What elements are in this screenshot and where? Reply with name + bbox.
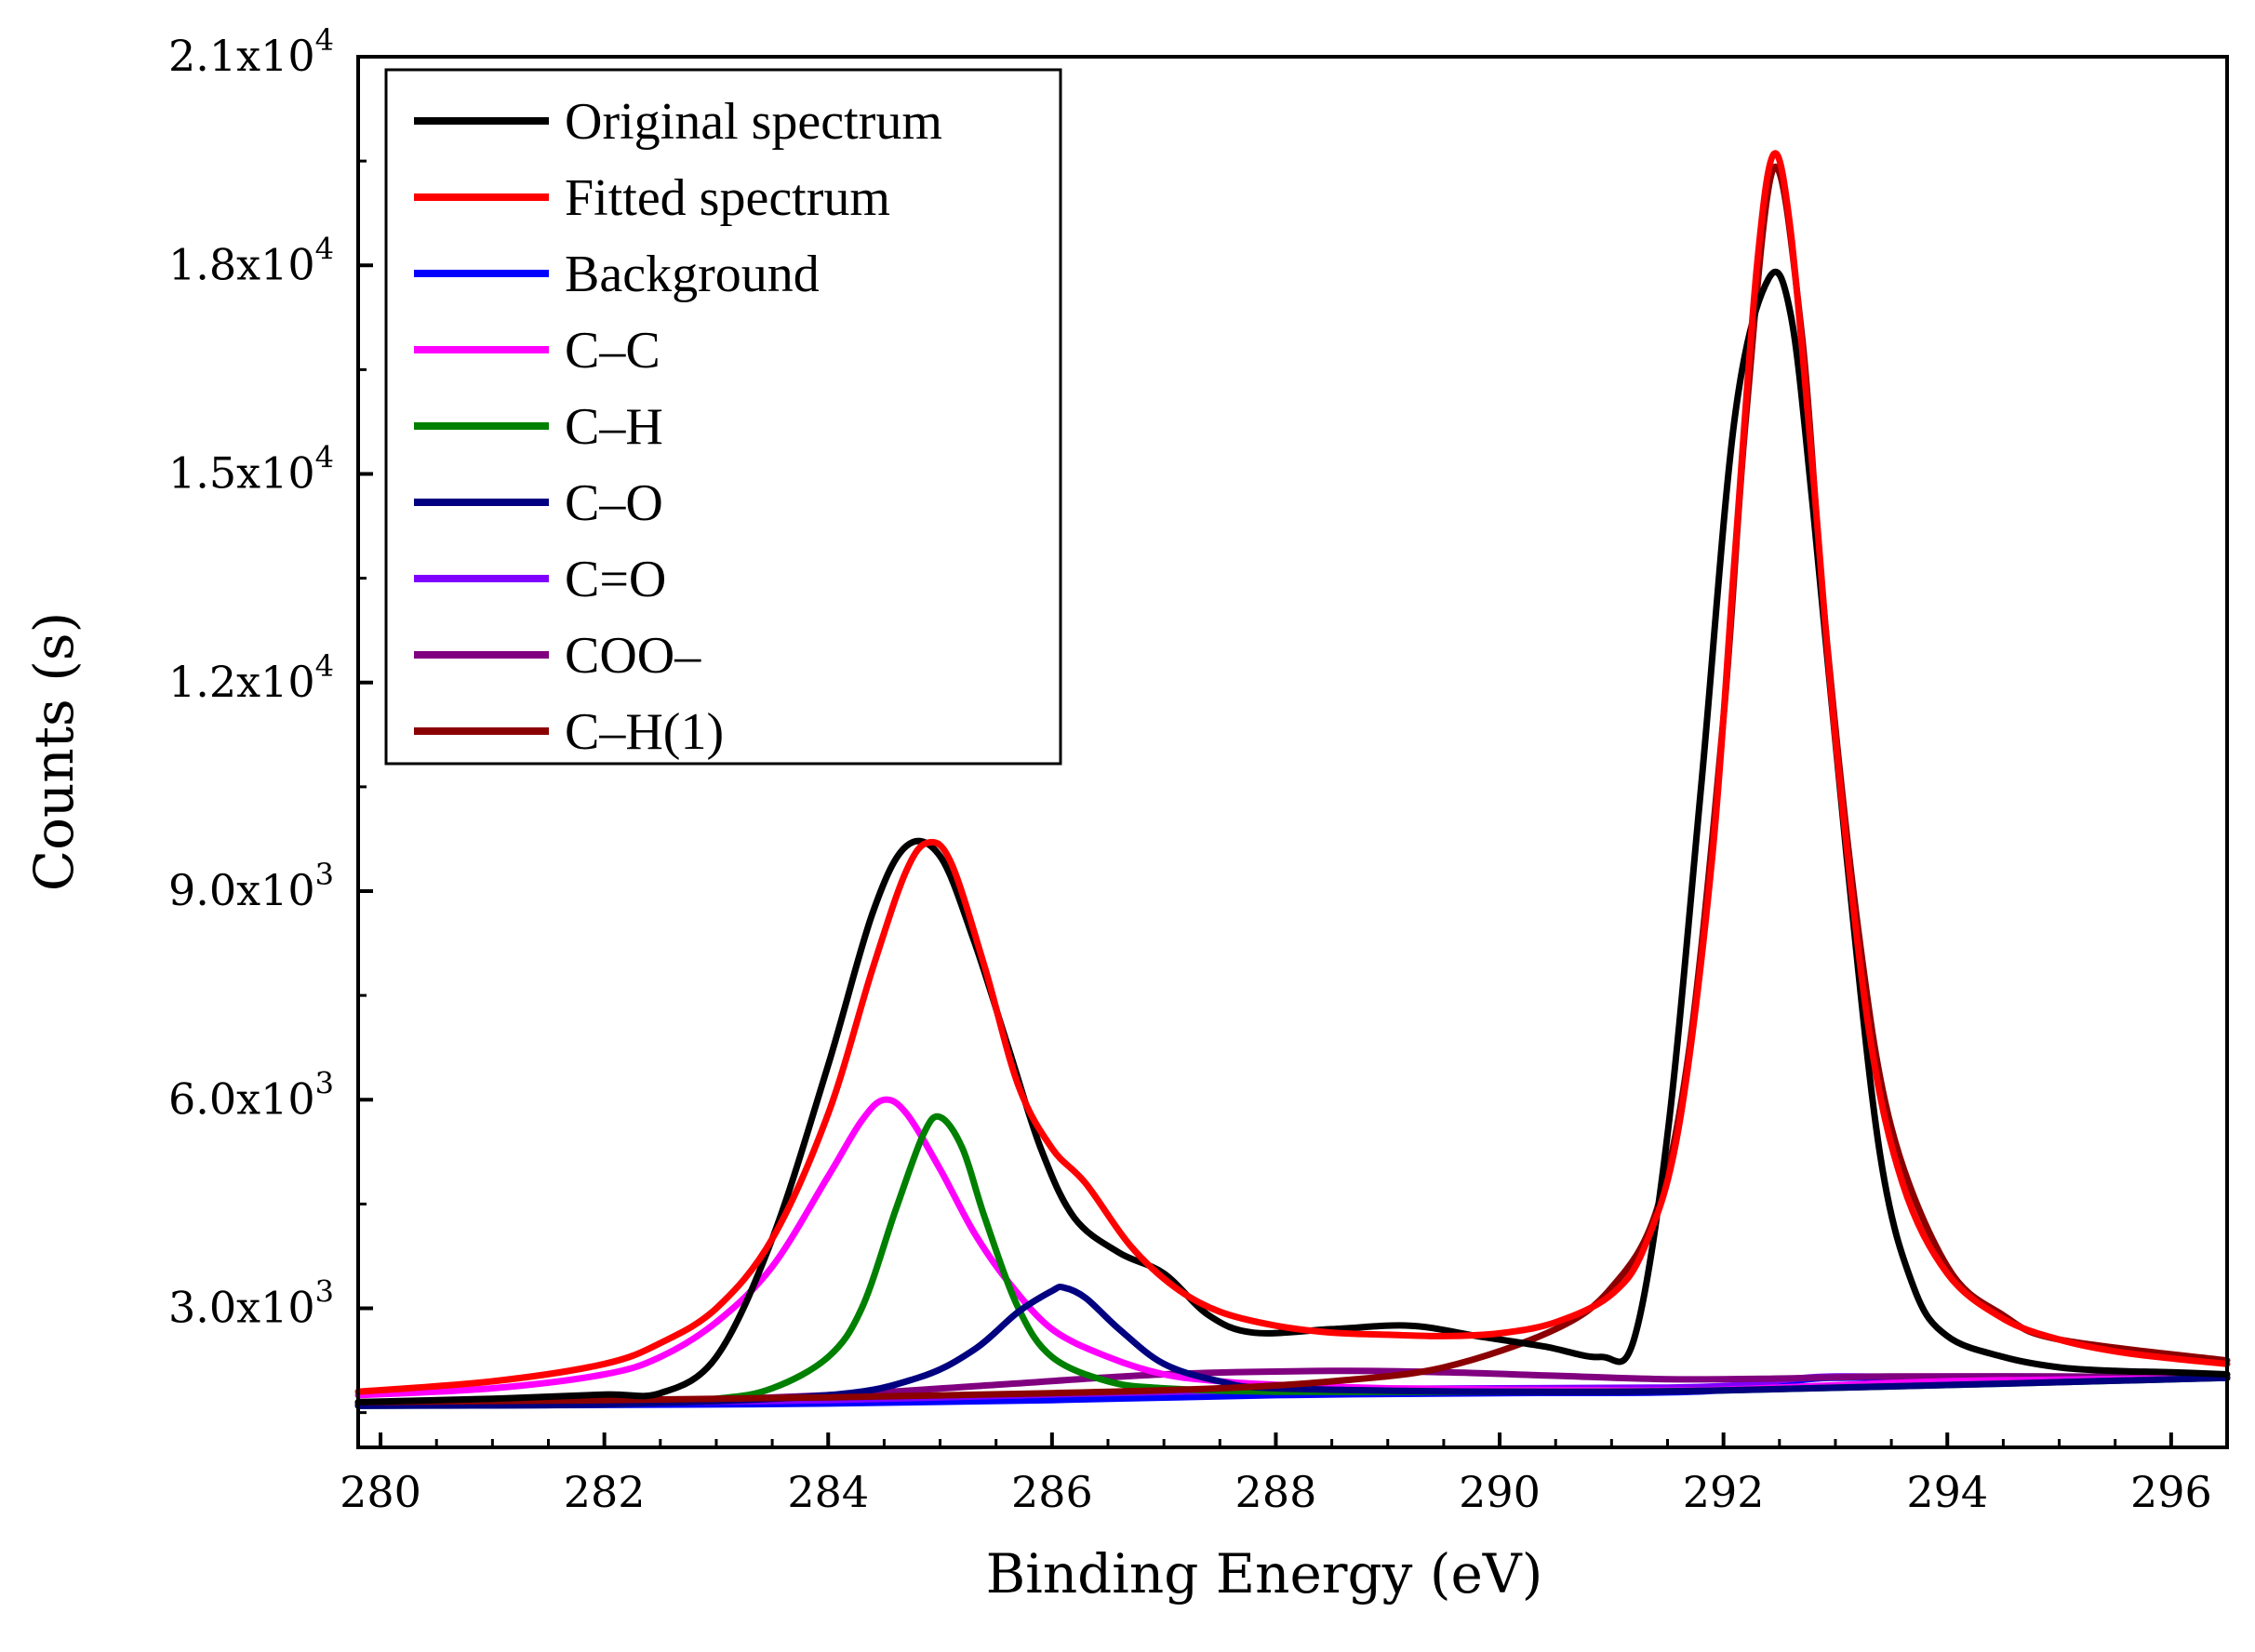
y-tick-label: 9.0x103 (168, 857, 334, 915)
plot-frame (356, 55, 2229, 1449)
legend-label: Original spectrum (565, 93, 942, 151)
legend-label: C–H(1) (565, 703, 724, 761)
x-tick-label: 280 (340, 1467, 421, 1517)
legend-label: C–O (565, 474, 663, 532)
legend-label: C–C (565, 322, 660, 380)
x-axis: 280 282 284 286 288 290 292 294 296 (340, 1432, 2212, 1517)
legend-label: C–H (565, 398, 663, 456)
plot-curves (354, 150, 2231, 1409)
y-tick-label: 1.8x104 (168, 231, 334, 289)
y-tick-label: 2.1x104 (168, 22, 334, 81)
x-tick-label: 282 (564, 1467, 646, 1517)
legend-box (384, 68, 1062, 766)
x-tick-label: 290 (1459, 1467, 1541, 1517)
x-axis-title: Binding Energy (eV) (986, 1542, 1543, 1605)
y-tick-label: 1.2x104 (168, 648, 334, 707)
series-line-original-spectrum (354, 268, 2231, 1406)
series-line-fitted-spectrum (354, 150, 2231, 1395)
series-line-c-o (354, 1284, 2231, 1409)
legend-label: Fitted spectrum (565, 169, 890, 227)
y-tick-label: 1.5x104 (168, 440, 334, 499)
legend-label: Background (565, 246, 820, 303)
x-tick-label: 294 (1906, 1467, 1988, 1517)
x-tick-label: 296 (2130, 1467, 2212, 1517)
x-tick-label: 292 (1683, 1467, 1765, 1517)
y-axis: 3.0x103 6.0x103 9.0x103 1.2x104 1.5x104 1.8x1… (168, 22, 373, 1415)
x-tick-label: 286 (1011, 1467, 1093, 1517)
legend-label: C=O (565, 551, 666, 608)
x-tick-label: 288 (1235, 1467, 1317, 1517)
legend-label: COO– (565, 627, 701, 685)
x-tick-label: 284 (787, 1467, 869, 1517)
y-tick-label: 6.0x103 (168, 1065, 334, 1124)
legend: Original spectrum Fitted spectrum Backgrou… (384, 68, 1062, 766)
y-axis-title: Counts (s) (22, 612, 86, 892)
y-tick-label: 3.0x103 (168, 1274, 334, 1333)
